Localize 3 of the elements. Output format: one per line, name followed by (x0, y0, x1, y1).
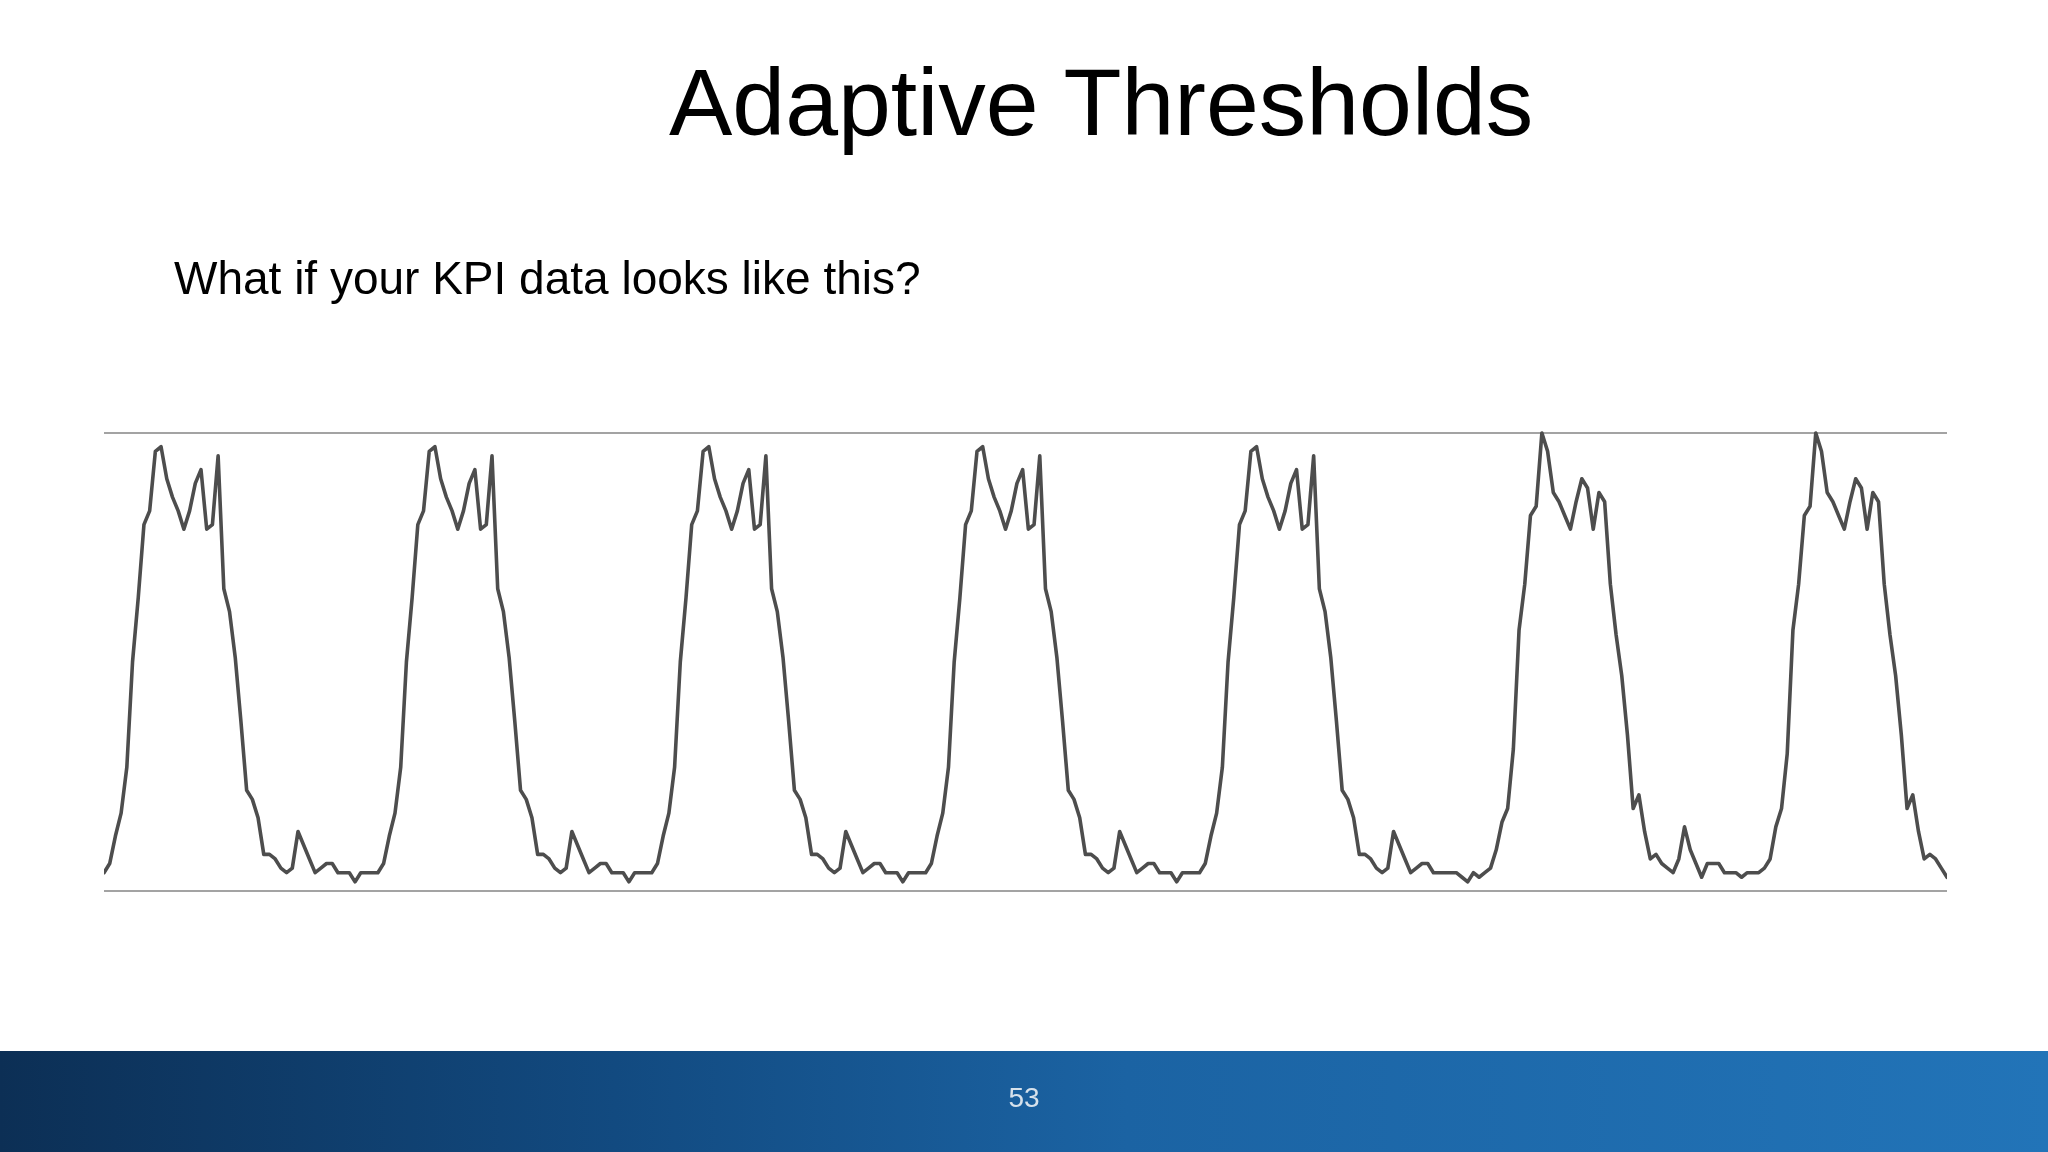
chart-title: Adaptive Thresholds (669, 49, 1534, 155)
chart-subtitle: What if your KPI data looks like this? (174, 252, 921, 304)
text: 53 (1008, 1082, 1040, 1113)
